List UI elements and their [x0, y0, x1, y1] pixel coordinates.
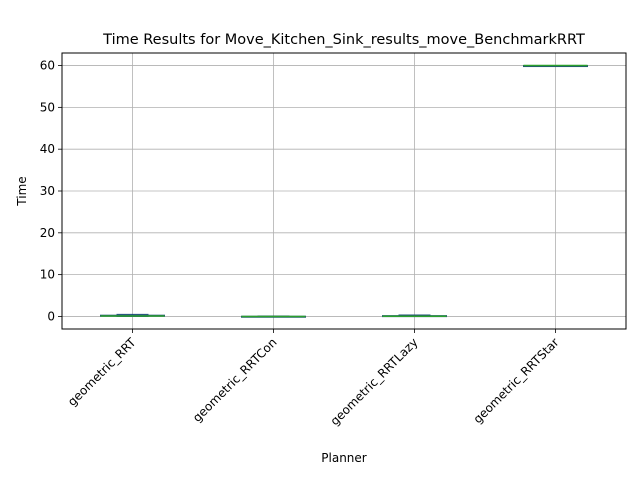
y-tick-label: 30 [40, 184, 55, 198]
grid [62, 53, 626, 329]
y-axis-label: Time [15, 176, 29, 206]
y-tick-label: 50 [40, 100, 55, 114]
box-geometric_RRT [100, 313, 165, 317]
y-tick-label: 20 [40, 226, 55, 240]
y-tick-label: 10 [40, 268, 55, 282]
y-tick-label: 60 [40, 59, 55, 73]
box-geometric_RRTLazy [382, 314, 447, 318]
y-tick-label: 0 [47, 309, 55, 323]
chart-title: Time Results for Move_Kitchen_Sink_resul… [102, 32, 585, 48]
y-tick-label: 40 [40, 142, 55, 156]
boxes [100, 64, 588, 318]
x-axis-label: Planner [321, 451, 367, 465]
box-geometric_RRTStar [523, 64, 588, 68]
y-axis-ticks: 0 10 20 30 40 50 60 [40, 59, 62, 323]
box-geometric_RRTCon [241, 315, 306, 318]
